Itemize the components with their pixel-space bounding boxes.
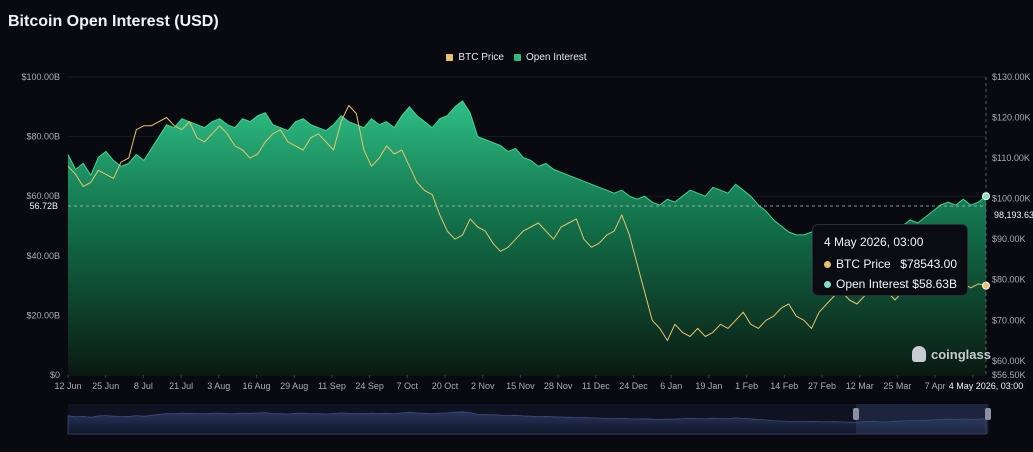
right-tick-label: $56.50K [992, 370, 1026, 380]
x-tick-label: 28 Nov [544, 381, 573, 391]
left-crosshair-label-bg [24, 198, 68, 213]
x-tick-label: 6 Jan [660, 381, 682, 391]
x-tick-label: 29 Aug [280, 381, 308, 391]
x-tick-label: 16 Aug [242, 381, 270, 391]
x-tick-label: 24 Sep [355, 381, 384, 391]
x-tick-label: 24 Dec [619, 381, 648, 391]
data-tooltip: 4 May 2026, 03:00 BTC Price $78543.00 Op… [812, 224, 968, 296]
x-tick-label: 2 Nov [471, 381, 495, 391]
legend-swatch-btc-price [446, 54, 454, 61]
navigator-area [67, 411, 987, 435]
tooltip-label-btc-price: BTC Price [836, 257, 891, 271]
right-tick-label: $130.00K [992, 72, 1031, 82]
btc-price-hover-point [982, 281, 990, 290]
x-tick-label: 21 Jul [169, 381, 193, 391]
legend-item-btc-price[interactable]: BTC Price [446, 52, 504, 63]
tooltip-dot-open-interest [824, 280, 831, 288]
legend-label-open-interest: Open Interest [525, 52, 587, 63]
tooltip-dot-btc-price [824, 260, 831, 268]
left-tick-label: $60.00B [26, 191, 60, 201]
x-tick-label: 19 Jan [695, 381, 722, 391]
x-tick-label: 14 Feb [770, 381, 798, 391]
right-tick-label: $70.00K [992, 315, 1026, 325]
x-tick-label: 8 Jul [134, 381, 153, 391]
left-tick-label: $100.00B [21, 72, 60, 82]
tooltip-value-open-interest: $58.63B [912, 277, 957, 291]
navigator-selection[interactable] [856, 404, 988, 434]
x-tick-label: 25 Jun [92, 381, 119, 391]
x-tick-label: 12 Jun [54, 381, 81, 391]
x-crosshair-label-bg [945, 380, 1025, 393]
legend-swatch-open-interest [513, 54, 521, 61]
tooltip-value-btc-price: $78543.00 [900, 257, 957, 271]
tooltip-row-btc-price: BTC Price $78543.00 [824, 257, 957, 271]
tooltip-label-open-interest: Open Interest [836, 277, 909, 291]
x-tick-label: 7 Oct [397, 381, 419, 391]
right-tick-label: $110.00K [992, 153, 1030, 163]
left-crosshair-label: 56.72B [29, 201, 58, 211]
left-tick-label: $20.00B [26, 310, 60, 320]
coinglass-logo-icon [912, 346, 926, 362]
right-tick-label: $100.00K [992, 194, 1031, 204]
x-tick-label: 1 Feb [735, 381, 758, 391]
right-crosshair-label-bg [991, 207, 1033, 222]
right-crosshair-label: 98,193.63 [994, 210, 1033, 220]
chart-legend: BTC Price Open Interest [0, 52, 1033, 63]
left-tick-label: $0 [50, 370, 60, 380]
x-tick-label: 27 Feb [808, 381, 836, 391]
brand-label: coinglass [931, 346, 991, 362]
x-tick-label: 12 Mar [846, 381, 874, 391]
navigator-handle-left[interactable] [853, 408, 859, 420]
tooltip-row-open-interest: Open Interest $58.63B [824, 277, 957, 291]
x-tick-label: 7 Apr [925, 381, 946, 391]
right-tick-label: $90.00K [992, 234, 1026, 244]
btc-price-line [67, 104, 987, 341]
x-crosshair-label: 4 May 2026, 03:00 [949, 381, 1024, 391]
chart-title: Bitcoin Open Interest (USD) [8, 13, 219, 30]
x-tick-label: 25 Mar [883, 381, 911, 391]
x-tick-label: 15 Nov [506, 381, 535, 391]
legend-item-open-interest[interactable]: Open Interest [513, 52, 587, 63]
open-interest-hover-point [982, 192, 990, 201]
right-tick-label: $80.00K [992, 275, 1026, 285]
right-tick-label: $60.00K [992, 356, 1026, 366]
x-tick-label: 20 Oct [432, 381, 459, 391]
tooltip-title: 4 May 2026, 03:00 [824, 235, 924, 249]
right-tick-label: $120.00K [992, 113, 1031, 123]
x-tick-label: 3 Aug [207, 381, 230, 391]
x-tick-label: 11 Sep [318, 381, 346, 391]
left-tick-label: $80.00B [26, 132, 60, 142]
navigator-handle-right[interactable] [985, 408, 991, 420]
x-tick-label: 11 Dec [582, 381, 610, 391]
open-interest-area [68, 100, 986, 376]
legend-label-btc-price: BTC Price [458, 52, 504, 63]
left-tick-label: $40.00B [26, 251, 60, 261]
brand-watermark: coinglass [912, 346, 991, 362]
